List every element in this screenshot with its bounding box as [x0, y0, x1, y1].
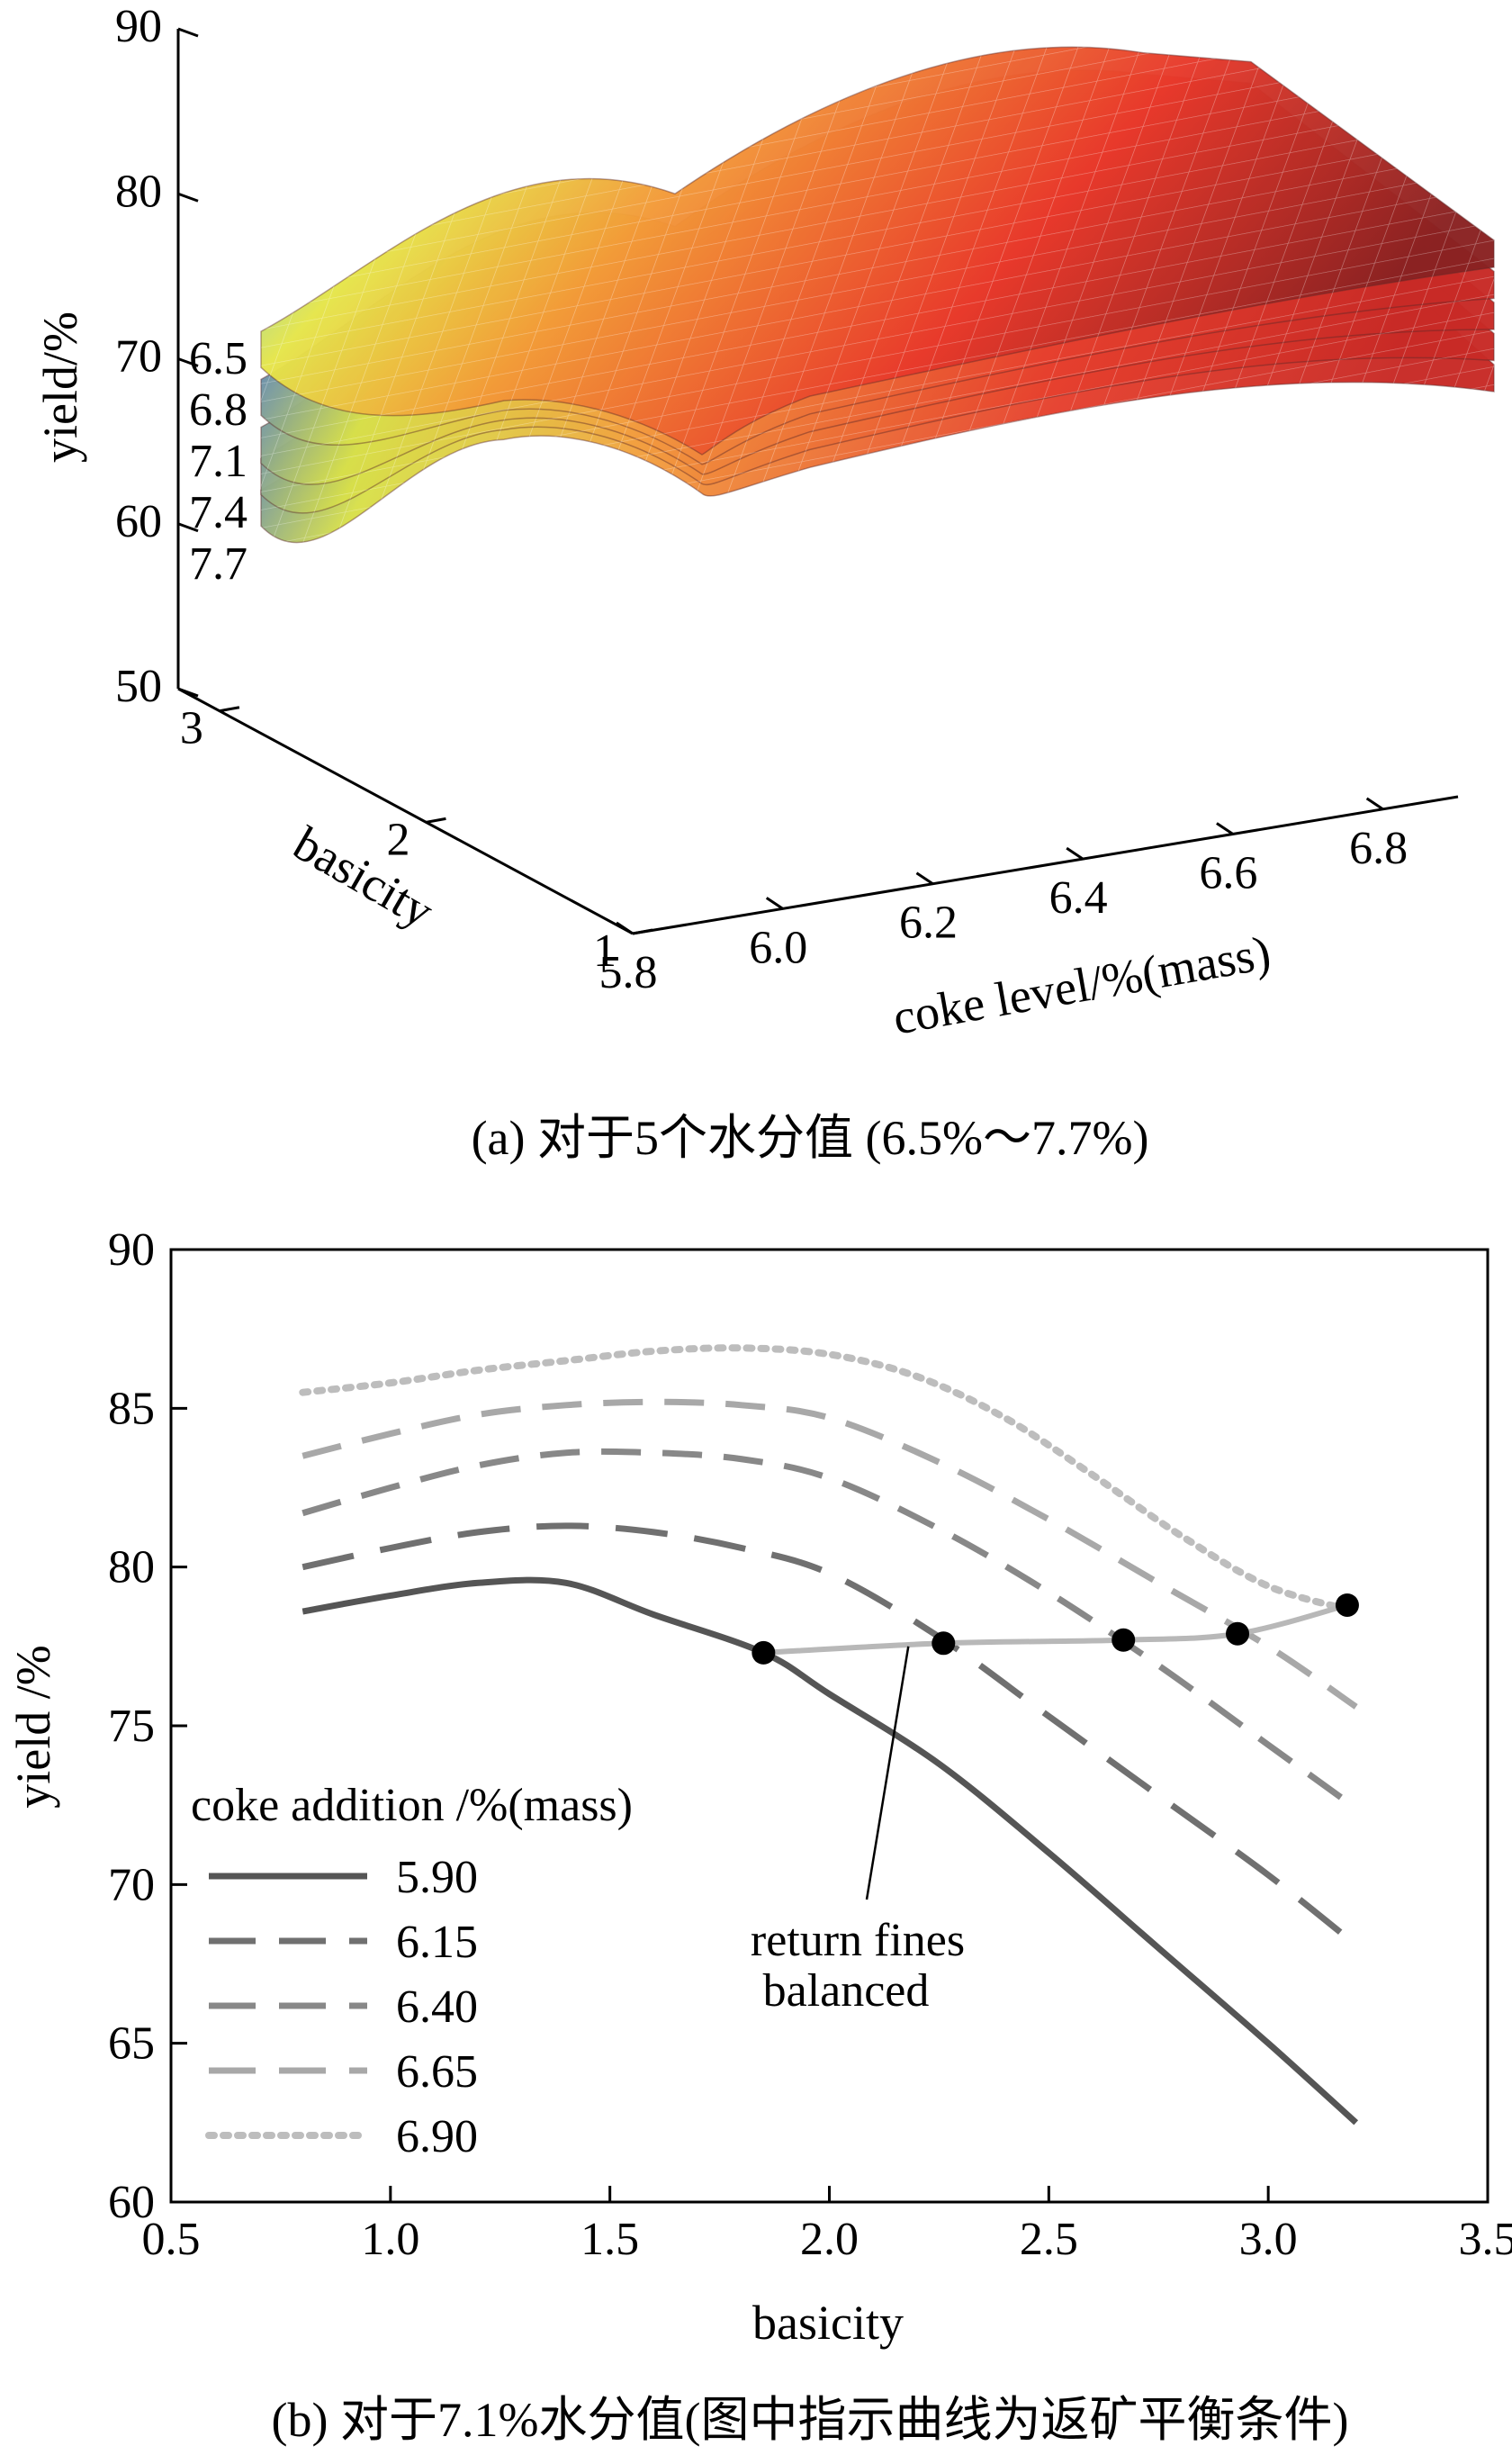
- y-tick-label: 90: [108, 1224, 155, 1276]
- z-tick-label: 90: [115, 1, 162, 52]
- z-tick-mark: [177, 522, 199, 533]
- basicity-tick-mark: [219, 706, 240, 713]
- legend-label-6.65: 6.65: [396, 2046, 478, 2098]
- basicity-tick-label: 3: [180, 703, 203, 754]
- balance-point: [932, 1631, 956, 1656]
- moisture-label: 7.4: [189, 487, 248, 538]
- y-tick-label: 80: [108, 1542, 155, 1593]
- basicity-tick-mark: [632, 928, 653, 935]
- z-tick-mark: [177, 357, 199, 367]
- legend-title: coke addition /%(mass): [191, 1780, 633, 1831]
- z-ticks: 50 60 70 80 90: [115, 1, 199, 712]
- basicity-axis-line: [177, 687, 634, 935]
- coke-tick-label: 6.8: [1349, 823, 1408, 874]
- line-chart: 0.5 1.0 1.5 2.0 2.5 3.0 3.5 60 65 70 75 80 85 90 coke…: [6, 1224, 1512, 2447]
- balance-curve: [752, 1593, 1359, 1665]
- legend-label-5.90: 5.90: [396, 1852, 478, 1903]
- annotation-line1: return fines: [751, 1915, 965, 1966]
- y-tick-label: 65: [108, 2018, 155, 2070]
- legend-label-6.90: 6.90: [396, 2111, 478, 2162]
- coke-tick-mark: [1365, 797, 1384, 811]
- z-tick-mark: [177, 27, 199, 38]
- surface-layers: [260, 46, 1495, 544]
- caption-a: (a) 对于5个水分值 (6.5%～7.7%): [472, 1111, 1149, 1165]
- basicity-axis-label: basicity: [284, 816, 442, 938]
- z-tick-label: 50: [115, 661, 162, 712]
- moisture-label: 6.5: [189, 333, 248, 384]
- basicity-ticks: 1 2 3: [180, 703, 653, 977]
- coke-tick-label: 5.8: [599, 947, 658, 998]
- x-tick-label: 2.5: [1020, 2214, 1078, 2265]
- moisture-label: 6.8: [189, 384, 248, 436]
- x-axis-label: basicity: [752, 2296, 904, 2350]
- z-tick-mark: [177, 687, 199, 698]
- moisture-label: 7.1: [189, 436, 248, 487]
- balance-point: [1112, 1628, 1136, 1652]
- z-tick-label: 70: [115, 331, 162, 383]
- series-line-6.15: [302, 1522, 1358, 1948]
- y-tick-label: 75: [108, 1701, 155, 1752]
- series-line-6.90: [299, 1344, 1360, 1616]
- x-tick-label: 2.0: [800, 2214, 859, 2265]
- moisture-label: 7.7: [189, 538, 248, 590]
- coke-tick-label: 6.6: [1199, 847, 1257, 898]
- y-tick-label: 85: [108, 1383, 155, 1434]
- coke-tick-mark: [616, 921, 634, 935]
- caption-b: (b) 对于7.1%水分值(图中指示曲线为返矿平衡条件): [272, 2393, 1349, 2447]
- z-tick-label: 60: [115, 496, 162, 547]
- balance-line: [763, 1602, 1348, 1656]
- coke-tick-mark: [915, 871, 934, 885]
- z-tick-mark: [177, 192, 199, 203]
- coke-tick-label: 6.0: [749, 922, 807, 973]
- series-line-6.65: [302, 1398, 1358, 1710]
- legend-label-6.40: 6.40: [396, 1981, 478, 2033]
- x-tick-label: 1.5: [580, 2214, 639, 2265]
- coke-ticks: 5.8 6.0 6.2 6.4 6.6 6.8: [599, 797, 1408, 998]
- series-lines: [299, 1344, 1360, 2126]
- moisture-labels: 6.56.87.17.47.7: [189, 333, 248, 590]
- coke-tick-label: 6.2: [899, 898, 958, 949]
- z-axis-label: yield/%: [33, 311, 87, 463]
- z-tick-label: 80: [115, 166, 162, 217]
- balance-point: [752, 1640, 776, 1665]
- legend-label-6.15: 6.15: [396, 1917, 478, 1968]
- annotation-line2: balanced: [763, 1965, 930, 2017]
- legend: coke addition /%(mass) 5.90 6.15 6.40 6.65 6…: [191, 1780, 633, 2162]
- y-tick-label: 60: [108, 2177, 155, 2228]
- coke-tick-mark: [1216, 822, 1234, 835]
- coke-tick-mark: [1066, 846, 1084, 861]
- coke-axis-line: [632, 795, 1459, 935]
- coke-tick-mark: [765, 897, 784, 910]
- surface-mesh: [261, 47, 1494, 455]
- x-tick-label: 1.0: [361, 2214, 419, 2265]
- series-line-6.40: [302, 1448, 1358, 1811]
- x-tick-label: 0.5: [142, 2214, 201, 2265]
- basicity-tick-label: 1: [593, 925, 616, 977]
- basicity-tick-label: 2: [386, 814, 410, 865]
- y-tick-label: 70: [108, 1859, 155, 1910]
- axis-ticks: 0.5 1.0 1.5 2.0 2.5 3.0 3.5 60 65 70 75 80 85 90: [108, 1224, 1512, 2265]
- coke-tick-label: 6.4: [1049, 872, 1108, 924]
- x-tick-label: 3.5: [1459, 2214, 1512, 2265]
- annotation-pointer: [865, 1646, 910, 1900]
- series-line-5.90: [302, 1576, 1359, 2126]
- balance-point: [1335, 1593, 1359, 1617]
- x-tick-label: 3.0: [1239, 2214, 1298, 2265]
- y-axis-label: yield /%: [6, 1645, 60, 1808]
- balance-point: [1226, 1621, 1250, 1646]
- basicity-tick-mark: [426, 817, 446, 824]
